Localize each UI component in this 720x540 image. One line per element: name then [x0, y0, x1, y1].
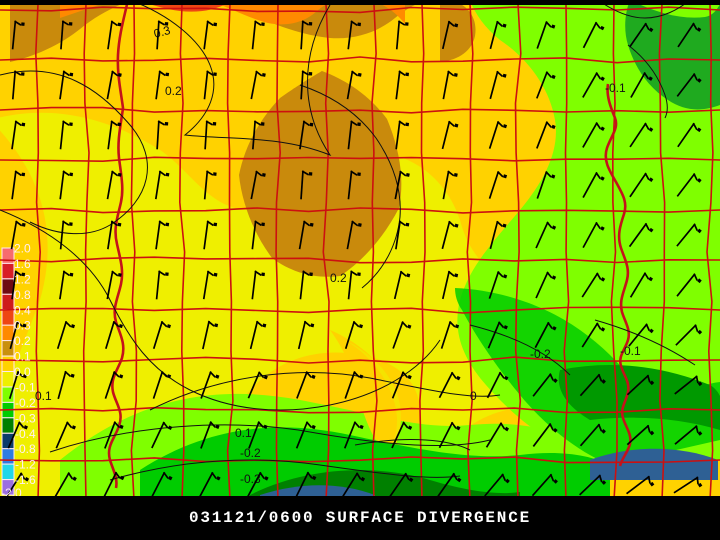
svg-text:-0.1: -0.1: [620, 344, 641, 358]
svg-text:0.2: 0.2: [14, 334, 31, 348]
svg-text:0.4: 0.4: [14, 303, 31, 317]
svg-text:-0.4: -0.4: [15, 427, 36, 441]
svg-text:0.2: 0.2: [330, 271, 347, 285]
svg-text:-0.3: -0.3: [15, 411, 36, 425]
svg-text:-0.8: -0.8: [15, 442, 36, 456]
svg-text:0.1: 0.1: [35, 389, 52, 403]
svg-text:1.2: 1.2: [14, 272, 31, 286]
svg-text:-1.2: -1.2: [15, 458, 36, 472]
svg-text:-0.2: -0.2: [530, 347, 551, 361]
svg-text:-0.2: -0.2: [15, 396, 36, 410]
svg-text:0.1: 0.1: [14, 350, 31, 364]
svg-text:0.2: 0.2: [165, 84, 182, 98]
svg-text:-0.1: -0.1: [605, 81, 626, 95]
svg-text:-0.2: -0.2: [240, 446, 261, 460]
svg-text:1.6: 1.6: [14, 257, 31, 271]
svg-text:-0.1: -0.1: [15, 381, 36, 395]
svg-text:2.0: 2.0: [14, 242, 31, 256]
svg-text:-1.6: -1.6: [15, 473, 36, 487]
svg-text:0.3: 0.3: [14, 319, 31, 333]
svg-text:0.8: 0.8: [14, 288, 31, 302]
svg-text:0: 0: [470, 389, 477, 403]
svg-text:0.1: 0.1: [235, 426, 252, 440]
svg-text:0.0: 0.0: [14, 365, 31, 379]
